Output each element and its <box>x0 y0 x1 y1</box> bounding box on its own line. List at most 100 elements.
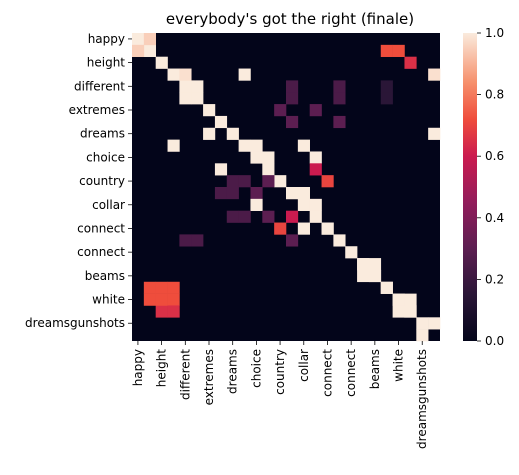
x-tick-label: country <box>273 349 287 395</box>
heatmap-cell <box>214 187 228 200</box>
heatmap-cell <box>357 258 370 271</box>
heatmap-cell <box>404 305 417 318</box>
heatmap-cell <box>333 115 346 129</box>
heatmap-cell <box>380 281 393 294</box>
x-tick-label: connect <box>344 349 358 397</box>
y-tick-label: dreams <box>80 127 125 141</box>
heatmap-cell <box>309 210 322 223</box>
heatmap-cell <box>143 281 156 294</box>
x-tick-label: connect <box>320 349 334 397</box>
heatmap-cell <box>214 163 228 176</box>
heatmap-cell <box>333 92 346 105</box>
heatmap-cell <box>286 80 299 93</box>
colorbar-tick-label: 0.8 <box>485 88 504 102</box>
heatmap-cell <box>416 317 429 330</box>
y-tick-label: dreamsgunshots <box>25 316 125 330</box>
heatmap-cell <box>392 44 405 57</box>
heatmap-cell <box>416 329 429 342</box>
heatmap-cell <box>392 305 405 318</box>
colorbar-tick-label: 0.2 <box>485 272 504 286</box>
y-tick-label: connect <box>77 245 125 259</box>
y-tick-label: choice <box>86 150 125 164</box>
x-tick-label: dreams <box>226 349 240 394</box>
heatmap-cell <box>392 293 405 306</box>
heatmap-cell <box>297 222 310 235</box>
heatmap-cell <box>428 127 441 140</box>
heatmap-cell <box>428 68 441 81</box>
heatmap-cell <box>286 187 299 200</box>
heatmap-cell <box>143 44 156 57</box>
heatmap-cell <box>333 80 346 93</box>
heatmap-cell <box>191 80 204 93</box>
heatmap-cell <box>132 44 145 57</box>
colorbar-ticks: 0.0 0.2 0.4 0.6 0.8 1.0 <box>477 26 504 348</box>
heatmap-cell <box>143 33 156 46</box>
heatmap-cell <box>238 68 251 81</box>
x-tick-label: white <box>392 349 406 382</box>
heatmap-cell <box>428 317 441 330</box>
heatmap-cell <box>309 163 322 176</box>
heatmap-cell <box>238 175 251 188</box>
heatmap-cell <box>297 139 310 152</box>
colorbar <box>463 33 477 341</box>
heatmap-cell <box>274 175 287 188</box>
heatmap-cell <box>321 222 334 235</box>
heatmap-cell <box>380 80 393 93</box>
colorbar-tick-label: 0.0 <box>485 334 504 348</box>
heatmap-cell <box>286 92 299 105</box>
heatmap-cell <box>191 92 204 105</box>
heatmap-cell <box>203 104 216 117</box>
y-tick-label: happy <box>88 32 125 46</box>
heatmap-cell <box>250 187 263 200</box>
heatmap-cell <box>155 293 168 306</box>
chart-title: everybody's got the right (finale) <box>166 10 414 28</box>
y-tick-label: connect <box>77 221 125 235</box>
heatmap-cell <box>214 115 228 129</box>
heatmap-cell <box>143 293 156 306</box>
heatmap-cell <box>226 187 239 200</box>
heatmap-cell <box>286 234 299 247</box>
heatmap-cell <box>404 56 417 69</box>
colorbar-tick-label: 0.4 <box>485 211 504 225</box>
heatmap-cell <box>286 210 299 223</box>
heatmap-cell <box>404 293 417 306</box>
heatmap-cell <box>321 175 334 188</box>
heatmap-cell <box>274 104 287 117</box>
x-tick-label: different <box>178 349 192 400</box>
x-axis-ticks: happy height different extremes dreams choice… <box>131 341 429 449</box>
y-tick-label: white <box>92 293 125 307</box>
y-tick-label: height <box>87 56 126 70</box>
heatmap-cell <box>226 127 239 140</box>
heatmap-cells <box>132 33 441 342</box>
x-tick-label: beams <box>368 349 382 389</box>
x-tick-label: height <box>155 349 169 388</box>
heatmap-cell <box>297 198 310 211</box>
heatmap-cell <box>167 305 180 318</box>
y-tick-label: beams <box>85 269 125 283</box>
x-tick-label: happy <box>131 349 145 386</box>
heatmap-cell <box>262 151 275 164</box>
y-tick-label: country <box>79 174 125 188</box>
heatmap-cell <box>167 281 180 294</box>
heatmap-cell <box>250 139 263 152</box>
heatmap-cell <box>345 246 358 259</box>
heatmap-cell <box>262 175 275 188</box>
x-tick-label: choice <box>249 349 263 388</box>
heatmap-cell <box>250 151 263 164</box>
x-tick-label: extremes <box>202 349 216 405</box>
heatmap-cell <box>155 281 168 294</box>
heatmap-cell <box>357 269 370 283</box>
heatmap-cell <box>368 269 382 283</box>
y-axis-ticks: happy height different extremes dreams choice… <box>25 32 132 330</box>
heatmap-cell <box>203 127 216 140</box>
heatmap-cell <box>368 258 382 271</box>
heatmap-cell <box>286 115 299 129</box>
heatmap-cell <box>179 234 192 247</box>
y-tick-label: different <box>74 79 125 93</box>
heatmap-cell <box>380 44 393 57</box>
heatmap-cell <box>262 163 275 176</box>
heatmap-cell <box>167 68 180 81</box>
heatmap-cell <box>380 92 393 105</box>
heatmap-cell <box>333 234 346 247</box>
